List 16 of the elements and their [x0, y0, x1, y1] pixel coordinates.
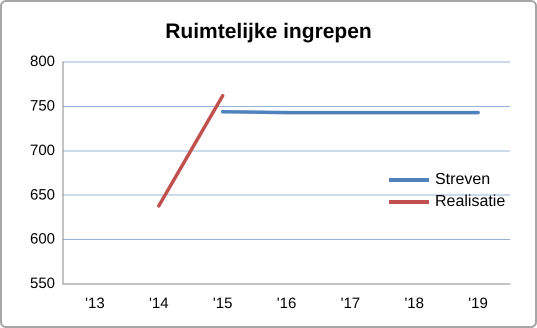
- y-tick-label: 700: [30, 142, 56, 159]
- x-tick-label: '14: [149, 295, 169, 312]
- y-tick-label: 550: [30, 275, 56, 292]
- y-tick-label: 650: [30, 186, 56, 204]
- x-tick-label: '16: [276, 295, 296, 312]
- x-tick-label: '13: [85, 295, 105, 312]
- legend-label: Realisatie: [435, 193, 506, 211]
- chart-title: Ruimtelijke ingrepen: [164, 20, 373, 44]
- y-tick-label: 600: [30, 230, 56, 248]
- x-tick-label: '17: [340, 295, 360, 312]
- x-tick-label: '19: [468, 295, 488, 312]
- x-tick-label: '15: [212, 295, 232, 312]
- x-tick-label: '18: [404, 295, 424, 312]
- legend-label: Streven: [435, 171, 490, 189]
- y-tick-label: 750: [30, 98, 56, 115]
- y-tick-label: 800: [30, 53, 56, 70]
